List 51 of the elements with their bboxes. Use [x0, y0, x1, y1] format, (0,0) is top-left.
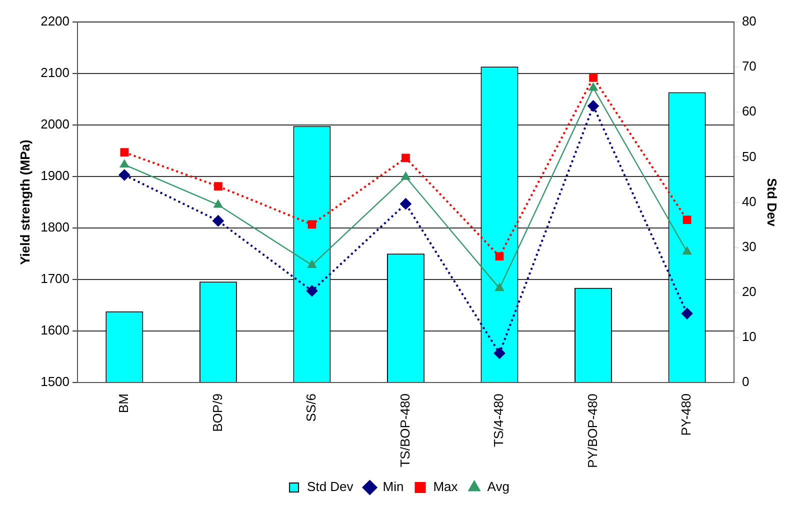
- y-tick-label: 1700: [40, 271, 70, 286]
- point: [401, 172, 410, 180]
- y2-tick-label: 80: [742, 14, 756, 29]
- y-tick-label: 2000: [40, 116, 70, 132]
- y-tick-label: 2200: [40, 14, 70, 29]
- legend-label: Min: [382, 479, 404, 494]
- point: [120, 160, 129, 168]
- x-tick-label: BOP/9: [210, 394, 225, 432]
- point: [307, 260, 316, 268]
- x-tick-label: PY/BOP-480: [584, 394, 600, 468]
- y-tick-label: 1900: [40, 168, 70, 184]
- y2-tick-label: 0: [742, 374, 750, 390]
- legend-label: Std Dev: [307, 479, 354, 494]
- y-tick-label: 1600: [40, 322, 70, 338]
- point: [682, 308, 693, 320]
- x-tick-label: TS/4-480: [491, 394, 506, 448]
- y2-tick-label: 20: [742, 284, 756, 300]
- point: [214, 200, 223, 208]
- y-tick-label: 2100: [40, 65, 70, 80]
- y2-tick-label: 70: [742, 58, 756, 74]
- point: [588, 100, 599, 112]
- y2-tick-label: 60: [742, 104, 756, 119]
- y-tick-label: 1800: [40, 220, 70, 235]
- y2-tick-label: 10: [742, 329, 756, 344]
- legend-label: Max: [433, 479, 458, 494]
- point: [214, 182, 222, 190]
- point: [495, 252, 504, 261]
- x-tick-label: BM: [116, 394, 131, 414]
- point: [589, 73, 598, 82]
- point: [402, 154, 410, 162]
- legend-label: Avg: [487, 479, 510, 494]
- x-tick-label: SS/6: [304, 394, 319, 422]
- point: [682, 246, 692, 255]
- x-tick-label: TS/BOP-480: [397, 394, 412, 468]
- point: [682, 216, 692, 224]
- point: [495, 283, 504, 292]
- point: [588, 82, 598, 91]
- y-tick-label: 1500: [40, 374, 70, 390]
- point: [212, 215, 224, 226]
- point: [400, 198, 412, 210]
- point: [120, 148, 129, 157]
- point: [494, 348, 506, 359]
- x-tick-label: PY-480: [678, 394, 694, 436]
- point: [308, 220, 316, 229]
- y2-axis-title: Std Dev: [764, 178, 780, 228]
- point: [118, 169, 130, 180]
- y2-tick-label: 40: [742, 194, 756, 209]
- y2-tick-label: 50: [742, 148, 756, 164]
- point: [306, 285, 318, 296]
- y2-tick-label: 30: [742, 238, 756, 254]
- y-axis-title: Yield strength (MPa): [17, 140, 32, 265]
